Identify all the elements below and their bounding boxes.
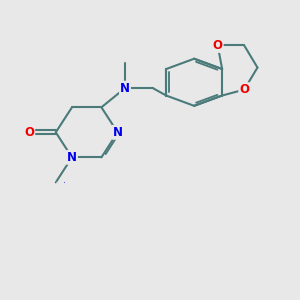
Text: O: O — [213, 39, 223, 52]
Text: N: N — [112, 126, 123, 139]
Text: N: N — [55, 182, 56, 183]
Text: O: O — [239, 83, 249, 96]
Text: O: O — [24, 126, 34, 139]
Text: N: N — [64, 182, 65, 183]
Text: N: N — [67, 151, 77, 164]
Text: N: N — [120, 82, 130, 95]
